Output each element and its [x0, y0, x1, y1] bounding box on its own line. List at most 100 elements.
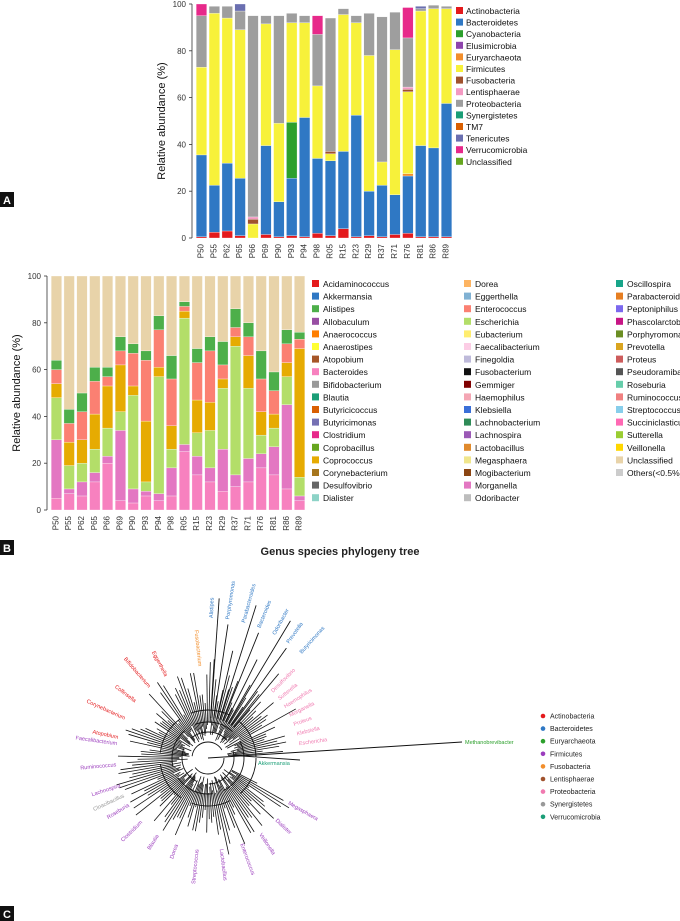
- legend-swatch: [312, 456, 319, 464]
- legend-label: Allobaculum: [323, 317, 369, 327]
- leaf-label: Lactobacillus: [218, 849, 228, 882]
- bar-segment-firmicutes: [312, 85, 323, 159]
- tree-arc: [159, 709, 257, 807]
- tree-branch: [163, 685, 192, 731]
- tree-branch: [172, 783, 194, 820]
- tree-branch: [227, 754, 301, 761]
- legend-swatch: [312, 494, 319, 502]
- tree-branch: [116, 767, 176, 786]
- tree-branch: [178, 723, 196, 744]
- legend-label: Others(<0.5%): [627, 468, 680, 478]
- bar-segment-escherichia: [294, 477, 305, 497]
- bar-P98: [312, 15, 323, 239]
- legend-swatch: [616, 393, 623, 401]
- bar-segment-bacteroides: [166, 495, 177, 511]
- tree-branch: [153, 785, 185, 822]
- leaf-label: Proteus: [293, 716, 313, 728]
- bar-segment-bacteroidetes: [273, 201, 285, 237]
- bar-segment-fusobacteria: [247, 219, 259, 225]
- legend-label: Porphyromonas: [627, 329, 680, 339]
- bar-segment-bacteroides: [102, 463, 113, 511]
- leaf-label: Dorea: [169, 843, 180, 860]
- tree-branch: [213, 624, 229, 719]
- bar-segment-proteobacteria: [415, 8, 427, 12]
- bar-segment-actinobacteria: [350, 236, 362, 239]
- legend-swatch: [312, 481, 319, 489]
- leaf-label: Corynebacterium: [85, 699, 126, 722]
- tree-branch: [140, 728, 192, 752]
- bar-segment-coprococcus: [127, 385, 139, 396]
- tree-branch: [156, 713, 191, 743]
- bar-segment-morganella: [102, 456, 113, 464]
- legend-swatch: [456, 30, 463, 38]
- x-tick-label: R76: [256, 515, 265, 530]
- legend-label: Atopobium: [323, 355, 364, 365]
- legend-label: Verrucomicrobia: [550, 814, 601, 821]
- bar-segment-verrucomicrobia: [402, 7, 414, 39]
- leaf-label: Atopobium: [92, 730, 119, 741]
- bar-segment-unclassified: [243, 275, 254, 323]
- chart-c: Genus species phylogeny tree Methanobrevi…: [75, 546, 514, 884]
- bar-segment-unclassified: [153, 275, 165, 316]
- legend-swatch: [312, 431, 319, 439]
- tree-branch: [224, 702, 274, 745]
- bar-R29: [363, 13, 375, 239]
- x-tick-label: R23: [205, 515, 214, 530]
- legend-label: Roseburia: [627, 380, 666, 390]
- bar-segment-bacteroidetes: [428, 147, 440, 237]
- legend-label: TM7: [466, 122, 483, 132]
- bar-segment-actinobacteria: [221, 230, 233, 239]
- tree-branch: [140, 751, 190, 757]
- bar-segment-actinobacteria: [415, 236, 427, 239]
- tree-branch: [225, 789, 252, 833]
- tree-branch: [147, 772, 185, 796]
- tree-branch: [164, 775, 196, 818]
- leaf-label: Odoribacter: [272, 608, 291, 636]
- legend-label: Klebsiella: [475, 405, 512, 415]
- bar-P62: [76, 275, 88, 511]
- x-tick-label: P55: [64, 515, 73, 530]
- svg-text:B: B: [3, 543, 11, 555]
- bar-segment-alistipes: [127, 343, 139, 354]
- legend-swatch: [312, 443, 319, 451]
- tree-branch: [219, 707, 233, 734]
- bar-segment-unclassified: [102, 275, 113, 368]
- legend-swatch: [464, 305, 471, 313]
- bar-segment-bacteroides: [204, 481, 216, 511]
- bar-R76: [255, 275, 267, 511]
- bar-P94: [153, 275, 165, 511]
- tree-branch: [133, 777, 179, 809]
- tree-branch: [126, 758, 188, 763]
- bar-segment-enterococcus: [255, 378, 267, 412]
- leaf-label: Methanobrevibacter: [465, 740, 514, 746]
- bar-R76: [402, 7, 414, 239]
- bar-segment-fusobacteria: [325, 151, 336, 154]
- bar-segment-coprococcus: [179, 310, 190, 319]
- bar-segment-bacteroides: [140, 495, 152, 511]
- tree-branch: [212, 790, 219, 835]
- x-tick-label: R86: [429, 243, 438, 258]
- bar-segment-alistipes: [179, 301, 190, 307]
- tree-branch: [158, 731, 186, 747]
- tree-branch: [219, 605, 257, 720]
- tree-branch: [228, 620, 291, 724]
- bar-segment-unclassified: [115, 275, 126, 337]
- legend-swatch: [464, 368, 471, 376]
- tree-branch: [209, 786, 213, 823]
- bar-segment-alistipes: [63, 409, 75, 424]
- x-tick-label: P98: [167, 515, 176, 530]
- bar-segment-tenericutes: [234, 3, 246, 12]
- legend-label: Phascolarctobacterium: [627, 317, 680, 327]
- bar-segment-actinobacteria: [363, 235, 375, 239]
- x-tick-label: R29: [364, 243, 373, 258]
- legend-label: Synergistetes: [466, 110, 518, 120]
- tree-branch: [229, 714, 268, 743]
- x-tick-label: P94: [300, 243, 309, 258]
- bar-segment-morganella: [255, 453, 267, 469]
- leaf-label: Alistipes: [209, 597, 216, 618]
- bar-segment-bacteroidetes: [337, 151, 349, 229]
- legend-swatch: [456, 99, 463, 107]
- x-tick-label: R37: [231, 515, 240, 530]
- bar-segment-firmicutes: [273, 123, 285, 202]
- bar-segment-escherichia: [153, 376, 165, 494]
